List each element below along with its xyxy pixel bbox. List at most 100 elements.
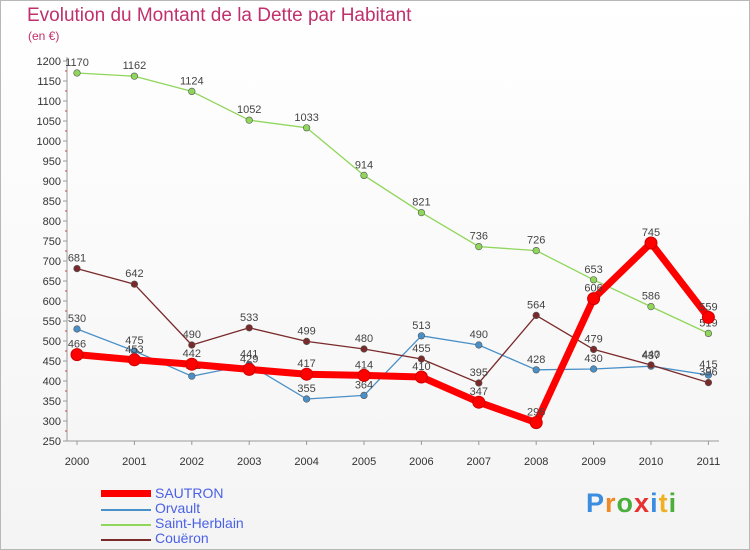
data-label-sautron: 453: [125, 344, 143, 356]
data-label-orvault: 364: [355, 379, 373, 391]
legend-swatch: [101, 509, 151, 511]
data-point-sautron: [587, 292, 601, 306]
data-point-saint-herblain: [73, 69, 81, 77]
data-point-coueron: [475, 379, 483, 387]
logo-letter: i: [650, 488, 659, 518]
legend-label: Orvault: [155, 500, 201, 516]
data-label-sautron: 442: [183, 348, 201, 360]
data-point-sautron: [701, 310, 715, 324]
data-label-saint-herblain: 726: [527, 235, 545, 247]
series-line-saint-herblain: [76, 72, 710, 335]
data-label-orvault: 355: [297, 383, 315, 395]
logo-letter: o: [616, 488, 635, 518]
chart-title: Evolution du Montant de la Dette par Hab…: [27, 5, 412, 26]
logo-letter: i: [668, 488, 678, 518]
data-label-orvault: 430: [584, 353, 602, 365]
data-point-orvault: [303, 395, 311, 403]
x-tick-label: 2003: [237, 456, 261, 468]
x-tick-label: 2010: [639, 456, 663, 468]
data-point-coueron: [360, 345, 368, 353]
data-point-coueron: [417, 355, 426, 363]
y-tick-label: 750: [43, 236, 61, 248]
data-point-orvault: [532, 366, 540, 374]
data-label-sautron: 417: [297, 358, 315, 370]
data-label-sautron: 347: [470, 386, 488, 398]
proxiti-logo: Proxiti: [586, 488, 677, 519]
y-tick-label: 600: [43, 296, 61, 308]
y-tick-label: 950: [43, 156, 61, 168]
logo-letter: P: [586, 488, 606, 518]
data-label-saint-herblain: 914: [355, 159, 373, 171]
data-point-sautron: [242, 362, 256, 376]
data-point-sautron: [529, 416, 543, 430]
y-tick-label: 500: [43, 336, 61, 348]
y-tick-label: 1050: [37, 116, 61, 128]
data-label-sautron: 414: [355, 359, 373, 371]
y-tick-label: 1200: [37, 56, 61, 68]
legend-label: SAUTRON: [155, 485, 224, 501]
data-label-sautron: 745: [642, 227, 660, 239]
y-tick-label: 700: [43, 256, 61, 268]
data-label-orvault: 441: [240, 349, 258, 361]
data-label-sautron: 296: [527, 407, 545, 419]
y-tick-label: 550: [43, 316, 61, 328]
series-line-coueron: [76, 267, 710, 384]
logo-letter: r: [605, 488, 617, 518]
data-label-coueron: 642: [125, 268, 143, 280]
data-point-coueron: [130, 280, 138, 288]
x-tick-label: 2007: [467, 456, 491, 468]
data-point-sautron: [644, 236, 658, 250]
data-point-sautron: [357, 368, 371, 382]
data-label-orvault: 530: [68, 313, 86, 325]
data-label-orvault: 415: [699, 359, 717, 371]
x-tick-label: 2009: [581, 456, 605, 468]
data-point-sautron: [185, 357, 199, 371]
data-label-coueron: 395: [470, 367, 488, 379]
data-point-coueron: [647, 361, 655, 369]
data-label-orvault: 513: [412, 320, 430, 332]
data-label-coueron: 455: [412, 343, 430, 355]
logo-letter: t: [658, 488, 669, 518]
data-point-coueron: [704, 379, 713, 387]
data-label-orvault: 437: [642, 350, 660, 362]
data-label-saint-herblain: 586: [642, 291, 660, 303]
y-tick-label: 650: [43, 276, 61, 288]
series-line-sautron: [73, 239, 712, 427]
x-tick-label: 2011: [697, 456, 721, 468]
y-tick-label: 900: [43, 176, 61, 188]
data-label-sautron: 429: [240, 353, 258, 365]
data-point-coueron: [532, 311, 540, 320]
data-point-coueron: [589, 345, 598, 354]
y-tick-label: 400: [43, 376, 61, 388]
data-label-saint-herblain: 1124: [180, 75, 204, 87]
data-point-coueron: [73, 265, 81, 273]
legend-label: Couëron: [155, 530, 209, 546]
data-point-sautron: [127, 353, 141, 367]
data-point-orvault: [360, 391, 368, 400]
data-label-sautron: 559: [699, 301, 717, 313]
data-point-orvault: [589, 365, 598, 373]
data-label-coueron: 533: [240, 312, 258, 324]
data-label-coueron: 440: [642, 349, 660, 361]
data-point-orvault: [417, 332, 426, 340]
data-point-sautron: [414, 370, 428, 384]
legend-label: Saint-Herblain: [155, 515, 244, 531]
x-tick-label: 2002: [180, 456, 204, 468]
logo-letter: x: [634, 488, 651, 518]
series-line-orvault: [76, 328, 710, 400]
data-label-saint-herblain: 1162: [123, 60, 147, 72]
data-point-orvault: [704, 371, 713, 379]
y-tick-label: 450: [43, 356, 61, 368]
data-point-orvault: [475, 341, 483, 349]
data-point-sautron: [300, 367, 314, 381]
data-label-coueron: 396: [699, 367, 717, 379]
data-point-orvault: [188, 372, 196, 380]
data-point-saint-herblain: [245, 116, 253, 124]
data-point-saint-herblain: [589, 276, 598, 284]
data-point-saint-herblain: [360, 171, 368, 179]
data-label-saint-herblain: 653: [584, 264, 602, 276]
x-tick-label: 2001: [122, 456, 146, 468]
data-point-saint-herblain: [647, 303, 655, 311]
